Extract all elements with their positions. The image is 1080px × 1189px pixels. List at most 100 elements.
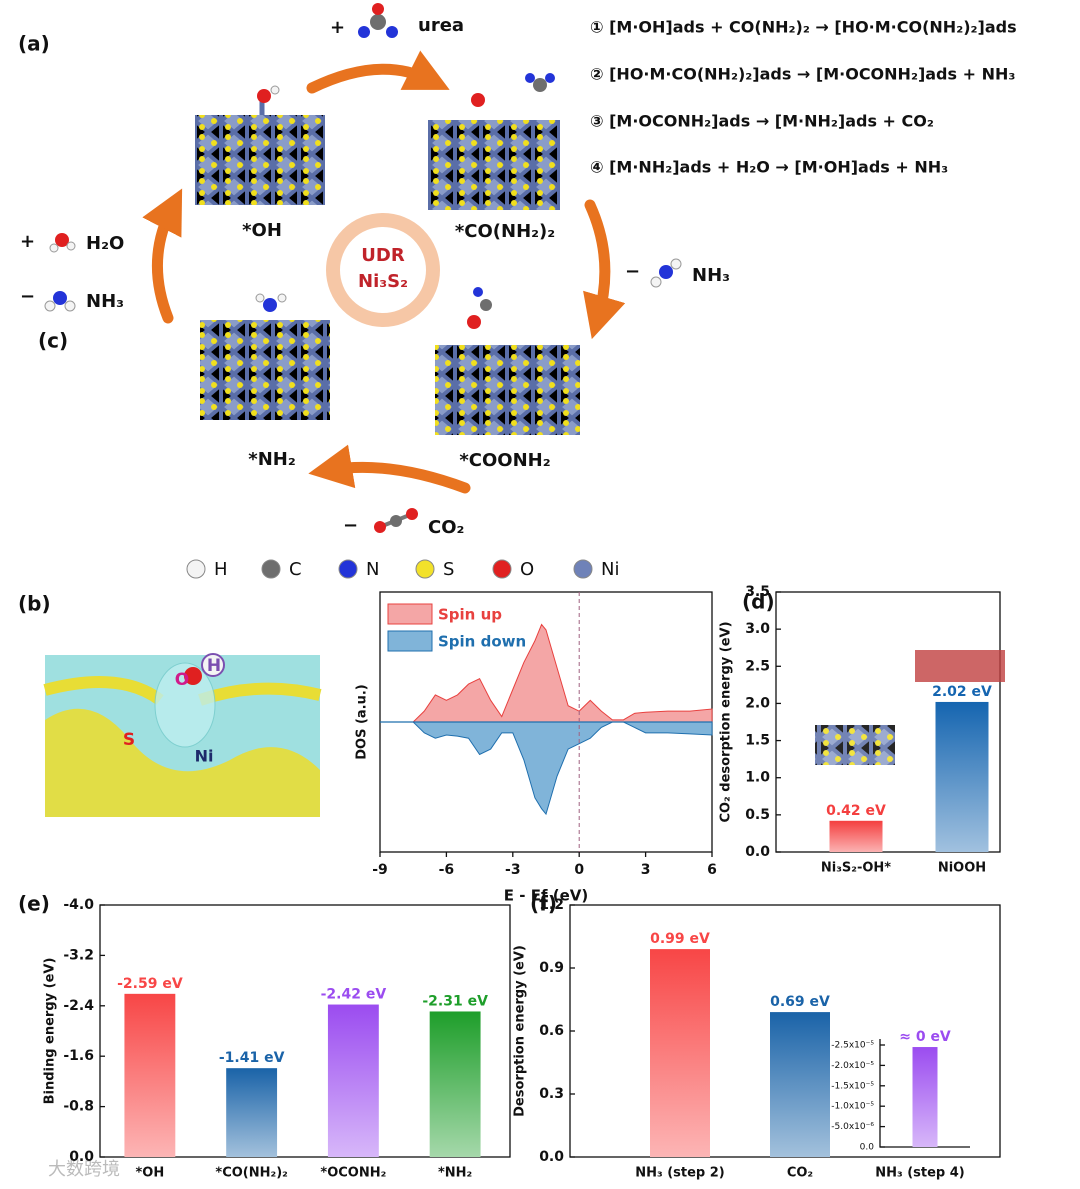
y-tick-label: 1.0 — [745, 770, 770, 786]
panel-label: (a) — [18, 32, 50, 56]
y-tick-label: 0.0 — [745, 844, 770, 860]
equation: ③ [M·OCONH₂]ads → [M·NH₂]ads + CO₂ — [590, 112, 934, 131]
co2-icon — [374, 508, 418, 533]
y-tick-label: 3.0 — [745, 621, 770, 637]
atom-label: O — [175, 670, 189, 690]
y-axis-label: CO₂ desorption energy (eV) — [719, 621, 734, 822]
dos-area — [380, 721, 713, 816]
x-axis-label: E - Ef (eV) — [504, 887, 588, 905]
bar — [429, 1011, 481, 1157]
legend-label: Spin down — [438, 633, 526, 651]
element-swatch — [492, 559, 512, 579]
y-tick-label: 0.5 — [745, 807, 770, 823]
value-label: 0.69 eV — [770, 994, 830, 1010]
panel-a: (a) *OH *CO(NH₂)₂ *COONH₂ *NH₂ + urea − … — [18, 3, 1017, 580]
x-tick-label: 6 — [707, 862, 717, 878]
bar — [935, 701, 989, 852]
x-tick-label: -6 — [439, 862, 455, 878]
element-label: H — [214, 559, 228, 580]
y-tick-label: -3.2 — [63, 947, 94, 963]
molecule-name: urea — [418, 15, 464, 36]
x-tick-label: *CO(NH₂)₂ — [215, 1166, 287, 1181]
panel-label: (f) — [530, 892, 557, 916]
urea-icon — [358, 3, 398, 38]
y-tick-label: -1.5x10⁻⁵ — [831, 1081, 874, 1091]
x-tick-label: NH₃ (step 4) — [875, 1166, 965, 1181]
y-tick-label: 0.0 — [69, 1149, 94, 1165]
element-swatch — [338, 559, 358, 579]
bar — [829, 820, 883, 852]
sign: + — [20, 231, 35, 252]
sign: − — [20, 286, 35, 307]
x-tick-label: -3 — [505, 862, 521, 878]
legend-swatch — [387, 603, 433, 625]
cycle-ring — [326, 213, 440, 327]
bar — [124, 993, 176, 1157]
element-swatch — [573, 559, 593, 579]
y-tick-label: 2.0 — [745, 695, 770, 711]
x-tick-label: *NH₂ — [438, 1166, 472, 1181]
nh3-icon — [650, 258, 682, 288]
y-tick-label: -2.5x10⁻⁵ — [831, 1041, 874, 1051]
y-tick-label: 3.5 — [745, 584, 770, 600]
nh3-icon — [44, 291, 76, 312]
x-tick-label: *OH — [136, 1166, 165, 1181]
y-axis-label: DOS (a.u.) — [355, 684, 370, 760]
state-label: *NH₂ — [248, 449, 295, 470]
state-label: *COONH₂ — [459, 450, 550, 471]
atom-label: S — [123, 730, 135, 750]
equation: ④ [M·NH₂]ads + H₂O → [M·OH]ads + NH₃ — [590, 158, 948, 177]
legend-swatch — [387, 630, 433, 652]
panel-b: (b) O H S Ni — [18, 592, 322, 817]
axes-frame — [775, 591, 1001, 853]
x-tick-label: Ni₃S₂-OH* — [821, 861, 891, 876]
equation: ② [HO·M·CO(NH₂)₂]ads → [M·OCONH₂]ads + N… — [590, 65, 1015, 84]
y-tick-label: -4.0 — [63, 897, 94, 913]
x-tick-label: 3 — [641, 862, 651, 878]
element-label: S — [443, 559, 454, 580]
sign: − — [343, 515, 358, 536]
value-label: 0.42 eV — [826, 803, 886, 819]
bar — [650, 949, 710, 1157]
value-label: 0.99 eV — [650, 931, 710, 947]
sign: + — [330, 17, 345, 38]
state-label: *OH — [242, 220, 282, 241]
panel-label: (c) — [38, 329, 68, 353]
y-tick-label: 0.6 — [539, 1023, 564, 1039]
y-tick-label: -0.8 — [63, 1099, 94, 1115]
arrows — [142, 50, 626, 494]
equation: ① [M·OH]ads + CO(NH₂)₂ → [HO·M·CO(NH₂)₂]… — [590, 18, 1017, 37]
x-tick-label: -9 — [372, 862, 388, 878]
state-label: *CO(NH₂)₂ — [455, 221, 555, 242]
x-tick-label: NiOOH — [938, 861, 986, 876]
y-tick-label: -2.4 — [63, 998, 94, 1014]
value-label: -2.31 eV — [422, 993, 488, 1009]
cycle-center — [343, 230, 423, 310]
dos-area — [380, 623, 713, 723]
y-tick-label: -2.0x10⁻⁵ — [831, 1061, 874, 1071]
y-tick-label: 2.5 — [745, 658, 770, 674]
x-tick-label: *OCONH₂ — [320, 1166, 386, 1181]
atom-label: Ni — [195, 747, 214, 766]
value-label: 2.02 eV — [932, 684, 992, 700]
y-tick-label: -1.0x10⁻⁵ — [831, 1102, 874, 1112]
bar — [770, 1012, 830, 1157]
bar — [327, 1004, 379, 1157]
element-label: O — [520, 559, 534, 580]
y-tick-label: 0.0 — [860, 1143, 875, 1153]
y-axis-label: Desorption energy (eV) — [513, 945, 528, 1117]
y-tick-label: -5.0x10⁻⁶ — [831, 1122, 874, 1132]
element-swatch — [186, 559, 206, 579]
sign: − — [625, 261, 640, 282]
y-tick-label: 0.3 — [539, 1086, 564, 1102]
axes-frame — [99, 904, 511, 1158]
watermark: 大数跨境 — [48, 1159, 120, 1180]
x-tick-label: CO₂ — [787, 1166, 813, 1181]
element-label: Ni — [601, 559, 619, 580]
y-tick-label: -1.6 — [63, 1048, 94, 1064]
element-swatch — [261, 559, 281, 579]
bar — [912, 1047, 938, 1147]
element-label: N — [366, 559, 379, 580]
panel-label: (b) — [18, 592, 51, 616]
panel-label: (e) — [18, 892, 50, 916]
